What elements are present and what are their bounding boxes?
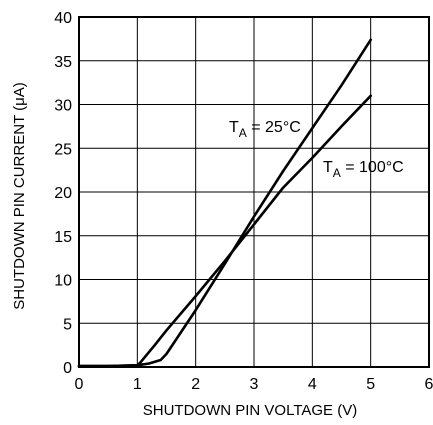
grid — [79, 17, 429, 367]
y-tick-label: 10 — [54, 273, 72, 290]
y-tick-label: 35 — [54, 54, 72, 71]
series-line-0 — [77, 38, 373, 368]
x-axis-label: SHUTDOWN PIN VOLTAGE (V) — [143, 402, 357, 419]
y-axis-label: SHUTDOWN PIN CURRENT (μA) — [11, 82, 28, 310]
x-tick-label: 5 — [366, 376, 375, 393]
x-tick-label: 4 — [308, 376, 317, 393]
y-tick-label: 40 — [54, 10, 72, 27]
y-tick-label: 20 — [54, 185, 72, 202]
x-tick-label: 1 — [133, 376, 142, 393]
plot-frame — [78, 16, 430, 368]
y-tick-label: 0 — [63, 360, 72, 377]
tick-labels: 0 1 2 3 4 5 6 0 5 10 15 20 25 30 35 40 — [54, 10, 433, 393]
series-line-1 — [77, 94, 373, 368]
series-labels: TA = 25°C TA = 100°C — [229, 119, 404, 180]
series-lines — [77, 38, 373, 368]
y-tick-label: 25 — [54, 141, 72, 158]
x-tick-label: 2 — [191, 376, 200, 393]
series-label-0: TA = 25°C — [229, 119, 301, 140]
y-tick-label: 30 — [54, 98, 72, 115]
series-label-1: TA = 100°C — [323, 159, 404, 180]
x-tick-label: 6 — [425, 376, 433, 393]
y-tick-label: 15 — [54, 229, 72, 246]
x-tick-label: 3 — [250, 376, 259, 393]
x-tick-label: 0 — [75, 376, 84, 393]
y-tick-label: 5 — [63, 316, 72, 333]
